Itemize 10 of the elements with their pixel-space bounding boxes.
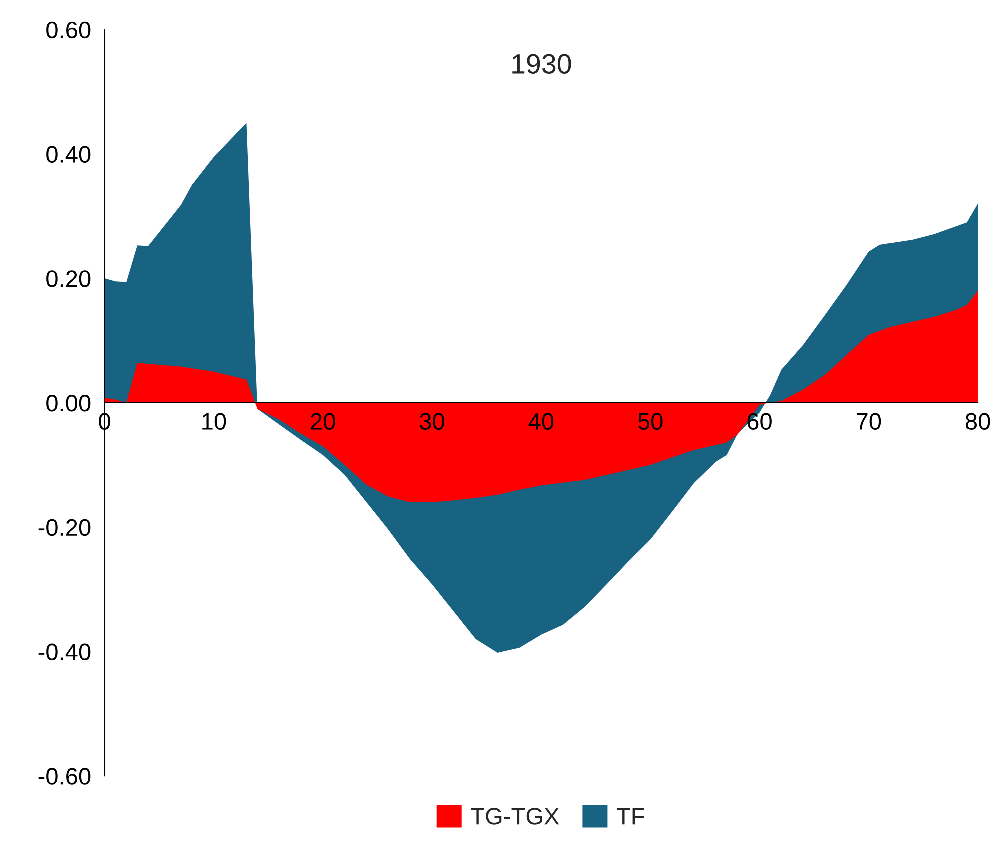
- y-tick-label: -0.60: [38, 768, 91, 785]
- y-tick-label: 0.00: [46, 395, 91, 412]
- text: 1930: [512, 54, 572, 74]
- legend-label: TF: [616, 808, 644, 825]
- y-tick-label: 0.60: [46, 22, 91, 39]
- y-tick-label: 0.40: [46, 146, 91, 163]
- y-tick-label: -0.20: [38, 519, 91, 536]
- legend-label: TG-TGX: [471, 808, 560, 825]
- y-tick-label: 0.20: [46, 270, 91, 288]
- y-tick-label: -0.40: [38, 644, 91, 661]
